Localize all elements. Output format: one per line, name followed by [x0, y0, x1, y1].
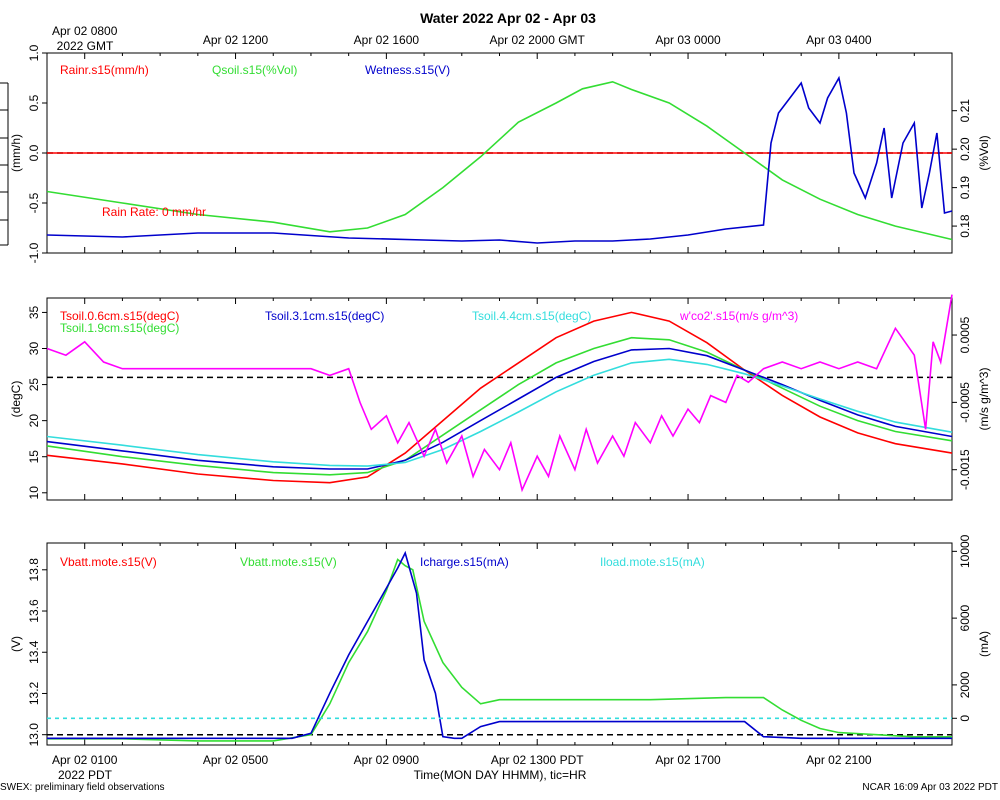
top-tick-label: Apr 03 0400: [806, 33, 872, 47]
y-left-tick-label: -0.5: [27, 192, 41, 213]
rain-rate-annotation: Rain Rate: 0 mm/hr: [102, 205, 206, 219]
series-line-green: [46, 336, 953, 476]
y-right-tick-label: 6000: [958, 604, 972, 631]
top-tick-label: Apr 02 1200: [203, 33, 269, 47]
legend-label: Vbatt.mote.s15(V): [240, 555, 337, 569]
legend-label: Tsoil.4.4cm.s15(degC): [472, 309, 591, 323]
series-line-red: [46, 311, 953, 484]
bottom-tick-label: Apr 02 1300 PDT: [491, 753, 584, 767]
y-right-tick-label: -0.0015: [958, 449, 972, 490]
y-left-tick-label: 0.5: [27, 94, 41, 111]
bottom-year-label: 2022 PDT: [58, 768, 113, 782]
y-left-tick-label: 13.6: [27, 599, 41, 623]
y-right-tick-label: 10000: [958, 534, 972, 568]
bottom-tick-label: Apr 02 0500: [203, 753, 269, 767]
y-left-axis-label: (degC): [9, 381, 23, 418]
y-right-axis-label: (%Vol): [977, 135, 991, 170]
series-line-blue: [46, 75, 953, 244]
legend-label: Iload.mote.s15(mA): [600, 555, 705, 569]
series-line-green: [47, 558, 952, 742]
y-left-tick-label: 20: [27, 414, 41, 428]
series-line-blue: [46, 347, 953, 470]
bottom-tick-label: Apr 02 1700: [655, 753, 721, 767]
x-axis-title: Time(MON DAY HHMM), tic=HR: [414, 768, 587, 782]
y-left-tick-label: 30: [27, 342, 41, 356]
y-left-tick-label: 13.4: [27, 640, 41, 664]
y-left-tick-label: 13.0: [27, 723, 41, 747]
y-left-tick-label: 25: [27, 378, 41, 392]
y-left-tick-label: 0.0: [27, 144, 41, 161]
legend-label: Wetness.s15(V): [365, 63, 450, 77]
y-right-tick-label: -0.0005: [958, 382, 972, 423]
series-line-magenta: [46, 294, 953, 493]
legend-label: Icharge.s15(mA): [420, 555, 509, 569]
y-right-tick-label: 0.19: [958, 176, 972, 200]
y-left-tick-label: 10: [27, 486, 41, 500]
legend-label: Tsoil.3.1cm.s15(degC): [265, 309, 384, 323]
y-right-tick-label: 0.20: [958, 137, 972, 161]
y-left-axis-label: (mm/h): [9, 134, 23, 172]
bottom-tick-label: Apr 02 0100: [52, 753, 118, 767]
series-line-blue: [47, 550, 952, 740]
legend-label: Tsoil.0.6cm.s15(degC): [60, 309, 179, 323]
y-right-tick-label: 0: [958, 715, 972, 722]
top-tick-label: Apr 02 1600: [354, 33, 420, 47]
y-right-tick-label: 0.21: [958, 99, 972, 123]
series-line-cyan: [46, 358, 953, 467]
bottom-tick-label: Apr 02 2100: [806, 753, 872, 767]
top-tick-label: Apr 02 2000 GMT: [490, 33, 586, 47]
legend-label: Qsoil.s15(%Vol): [212, 63, 297, 77]
y-right-tick-label: 0.0005: [958, 316, 972, 353]
y-left-tick-label: -1.0: [27, 242, 41, 263]
footer-left: SWEX: preliminary field observations: [0, 782, 165, 793]
y-left-axis-label: (V): [9, 636, 23, 652]
y-right-axis-label: (mA): [977, 631, 991, 657]
legend-label: Tsoil.1.9cm.s15(degC): [60, 321, 179, 335]
y-right-axis-label: (m/s g/m^3): [977, 368, 991, 431]
y-left-tick-label: 1.0: [27, 44, 41, 61]
legend-label: Vbatt.mote.s15(V): [60, 555, 157, 569]
y-left-tick-label: 13.8: [27, 558, 41, 582]
y-left-tick-label: 15: [27, 450, 41, 464]
bottom-tick-label: Apr 02 0900: [354, 753, 420, 767]
legend-label: Rainr.s15(mm/h): [60, 63, 149, 77]
chart-title: Water 2022 Apr 02 - Apr 03: [420, 10, 596, 26]
plot-frame: [46, 542, 953, 746]
top-year-label: 2022 GMT: [57, 39, 114, 53]
y-right-tick-label: 2000: [958, 671, 972, 698]
footer-right: NCAR 16:09 Apr 03 2022 PDT: [862, 782, 998, 793]
top-tick-label: Apr 03 0000: [655, 33, 721, 47]
legend-label: w'co2'.s15(m/s g/m^3): [679, 309, 798, 323]
series-line-green: [46, 80, 953, 241]
y-right-tick-label: 0.18: [958, 214, 972, 238]
top-tick-label: Apr 02 0800: [52, 24, 118, 38]
y-left-tick-label: 13.2: [27, 681, 41, 705]
y-left-tick-label: 35: [27, 305, 41, 319]
